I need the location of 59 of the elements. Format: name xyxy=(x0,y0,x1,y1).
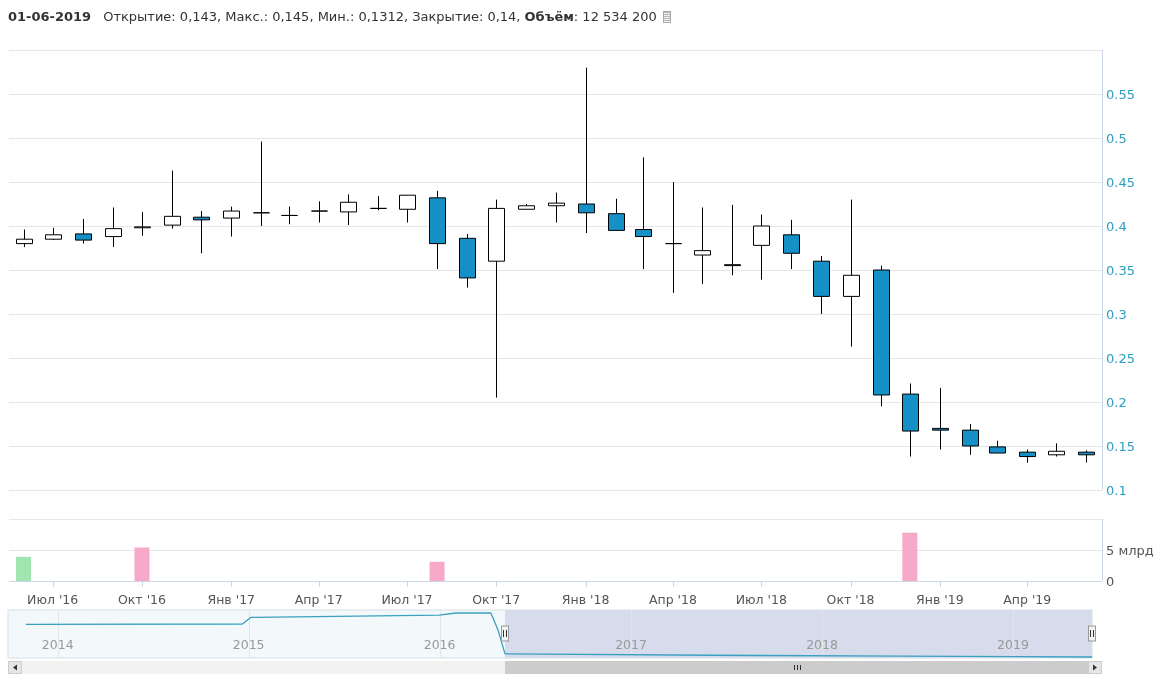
candlestick xyxy=(783,219,800,270)
candlestick xyxy=(962,423,979,456)
y-tick-label: 0.1 xyxy=(1106,482,1127,498)
y-tick-label: 0.2 xyxy=(1106,394,1127,410)
text: Объём: 12 534 200 xyxy=(524,9,657,25)
bar xyxy=(134,547,150,581)
candlestick xyxy=(694,207,711,285)
x-tick-label: Июл '16 xyxy=(27,592,79,608)
chart-subtitle: Открытие: 0,143, Макс.: 0,145, Мин.: 0,1312, Закрытие: 0,14, xyxy=(103,9,521,25)
x-tick-label: Янв '18 xyxy=(561,592,610,608)
x-tick-label: Окт '18 xyxy=(826,592,875,608)
x-tick-label: 2014 xyxy=(41,637,74,653)
candlestick xyxy=(340,193,357,226)
candlestick xyxy=(665,181,682,294)
bar xyxy=(429,561,445,581)
bar xyxy=(902,532,918,581)
y-tick-label: 0.35 xyxy=(1106,262,1135,278)
y-tick-label: 0 xyxy=(1106,573,1115,589)
x-tick-label: 2015 xyxy=(232,637,265,653)
y-tick-label: 5 млрд xyxy=(1106,542,1154,558)
x-tick-label: 2018 xyxy=(806,637,838,653)
x-tick-label: Окт '17 xyxy=(472,592,521,608)
candlestick xyxy=(253,141,270,227)
y-tick-label: 0.5 xyxy=(1106,130,1127,146)
y-tick-label: 0.4 xyxy=(1106,218,1127,234)
candlestick xyxy=(635,156,652,270)
y-tick-label: 0.3 xyxy=(1106,306,1127,322)
candlestick xyxy=(311,200,328,223)
candlestick xyxy=(75,218,92,245)
bar xyxy=(16,556,32,581)
chart-title: 01-06-2019 xyxy=(8,9,92,25)
x-tick-label: Апр '17 xyxy=(294,592,343,608)
candlestick xyxy=(370,195,387,211)
y-tick-label: 0.15 xyxy=(1106,438,1135,454)
y-tick-label: 0.25 xyxy=(1106,350,1135,366)
x-tick-label: Янв '19 xyxy=(916,592,964,608)
candlestick xyxy=(164,170,181,230)
x-tick-label: 2017 xyxy=(615,637,647,653)
x-tick-label: Апр '19 xyxy=(1003,592,1052,608)
candlestick xyxy=(578,67,595,234)
candlestick xyxy=(608,198,625,231)
candlestick xyxy=(134,211,151,237)
y-tick-label: 0.55 xyxy=(1106,86,1135,102)
x-tick-label: 2019 xyxy=(997,637,1029,653)
candlestick xyxy=(753,214,770,281)
x-tick-label: Июл '18 xyxy=(735,592,787,608)
candlestick xyxy=(223,206,240,238)
x-tick-label: Окт '16 xyxy=(117,592,167,608)
y-tick-label: 0.45 xyxy=(1106,174,1135,190)
candlestick xyxy=(399,194,416,223)
candlestick xyxy=(932,387,949,451)
candlestick xyxy=(724,204,741,276)
x-tick-label: Янв '17 xyxy=(207,592,256,608)
x-tick-label: Апр '18 xyxy=(648,592,697,608)
candlestick xyxy=(843,199,860,348)
x-tick-label: Июл '17 xyxy=(381,592,433,608)
x-tick-label: 2016 xyxy=(423,637,456,653)
candlestick xyxy=(105,207,122,248)
candlestick xyxy=(548,192,565,223)
